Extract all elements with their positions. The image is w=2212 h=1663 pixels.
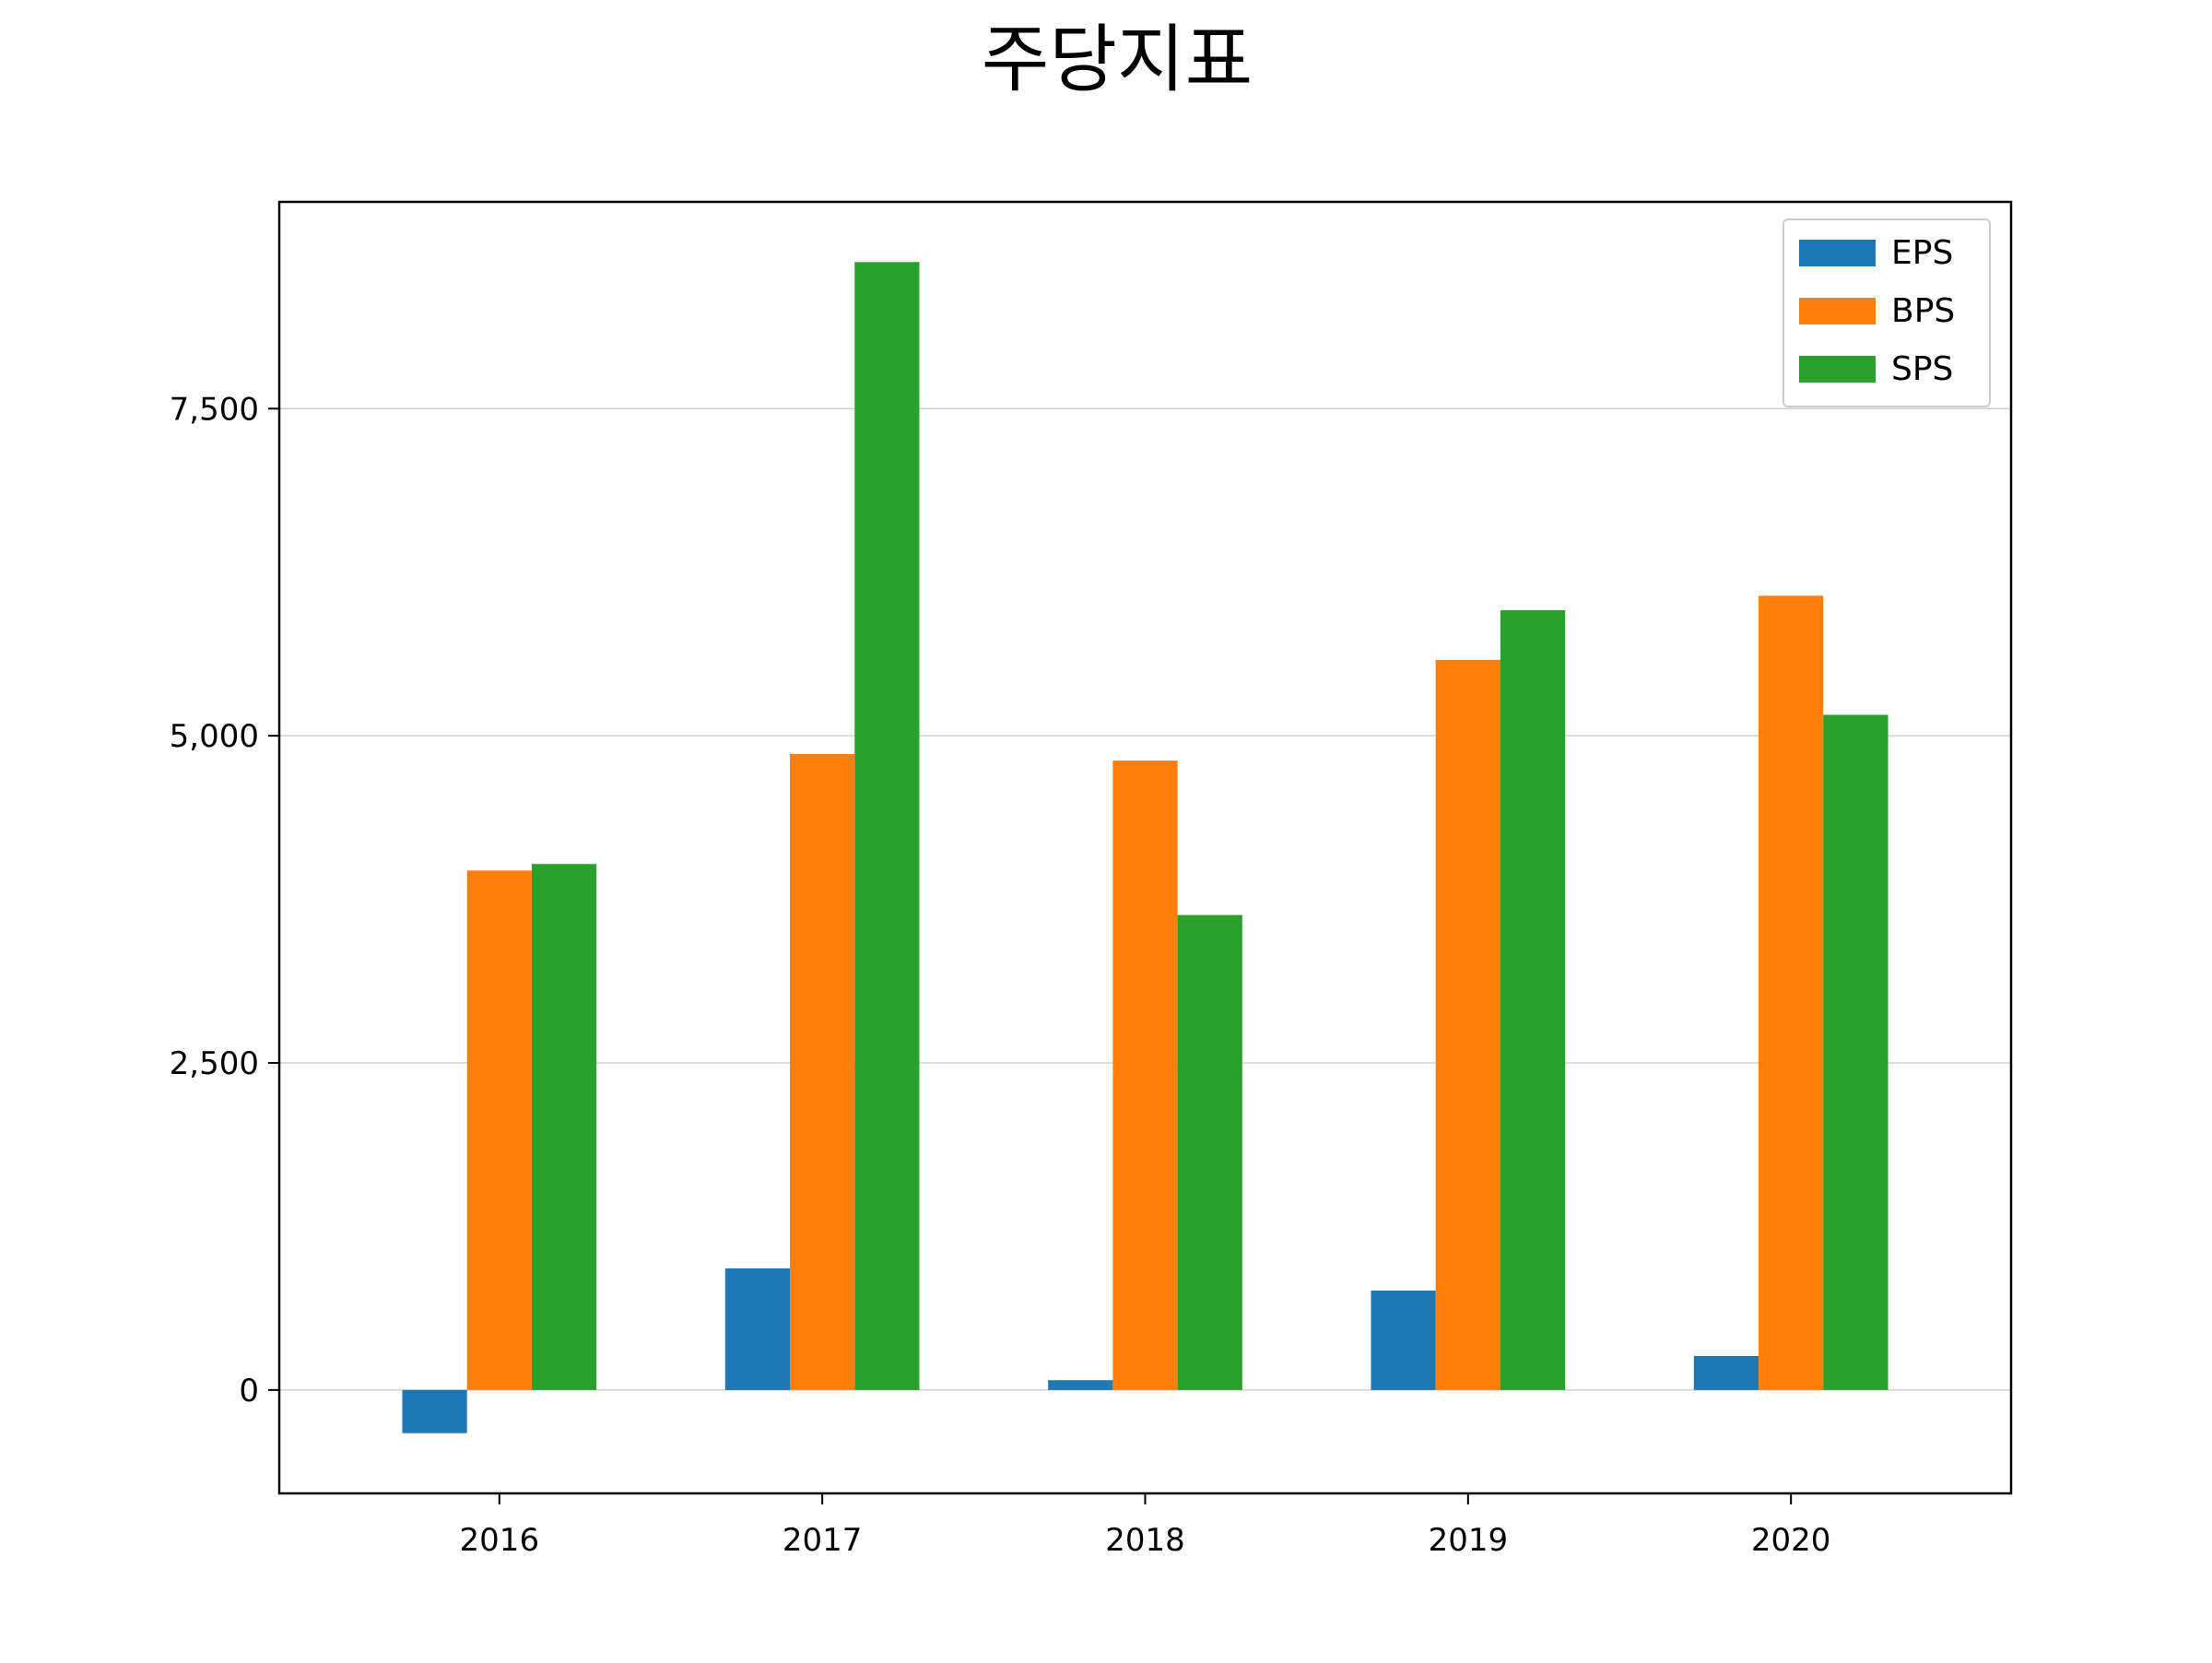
y-tick-label: 7,500: [170, 391, 259, 428]
bar-bps-2020: [1759, 596, 1824, 1390]
x-tick-label: 2019: [1429, 1522, 1509, 1559]
x-tick-label: 2020: [1751, 1522, 1831, 1559]
bar-eps-2018: [1048, 1380, 1113, 1390]
chart-title: 주당지표: [982, 17, 1253, 102]
plot-frame: [277, 200, 2013, 1495]
bar-bps-2017: [790, 754, 855, 1390]
legend-swatch-eps: [1799, 240, 1876, 266]
bar-eps-2017: [724, 1268, 791, 1390]
y-tick-label: 5,000: [170, 718, 259, 755]
legend-label-sps: SPS: [1891, 350, 1953, 388]
legend-swatch-bps: [1799, 298, 1876, 324]
bar-eps-2020: [1693, 1355, 1759, 1390]
bar-sps-2020: [1823, 714, 1888, 1390]
bar-eps-2019: [1371, 1290, 1436, 1390]
bar-bps-2019: [1435, 659, 1500, 1390]
legend-swatch-sps: [1799, 356, 1876, 383]
x-tick-label: 2016: [460, 1522, 540, 1559]
bars: [402, 262, 1888, 1433]
legend: EPS BPS SPS: [1783, 218, 1991, 407]
axes: 0 2,500 5,000 7,500 2016 2017 2018 2019 2020: [170, 200, 2013, 1559]
bar-sps-2017: [854, 262, 920, 1390]
y-tick-label: 2,500: [170, 1045, 259, 1082]
legend-label-bps: BPS: [1891, 292, 1955, 330]
x-tick-label: 2017: [782, 1522, 863, 1559]
x-tick-label: 2018: [1105, 1522, 1185, 1559]
y-tick-label: 0: [239, 1373, 259, 1409]
bar-sps-2019: [1500, 609, 1566, 1390]
legend-label-eps: EPS: [1891, 234, 1953, 272]
bar-sps-2018: [1177, 914, 1242, 1390]
bar-bps-2018: [1112, 761, 1178, 1390]
bar-eps-2016: [402, 1389, 467, 1433]
bar-bps-2016: [466, 870, 532, 1390]
bar-sps-2016: [531, 864, 597, 1390]
